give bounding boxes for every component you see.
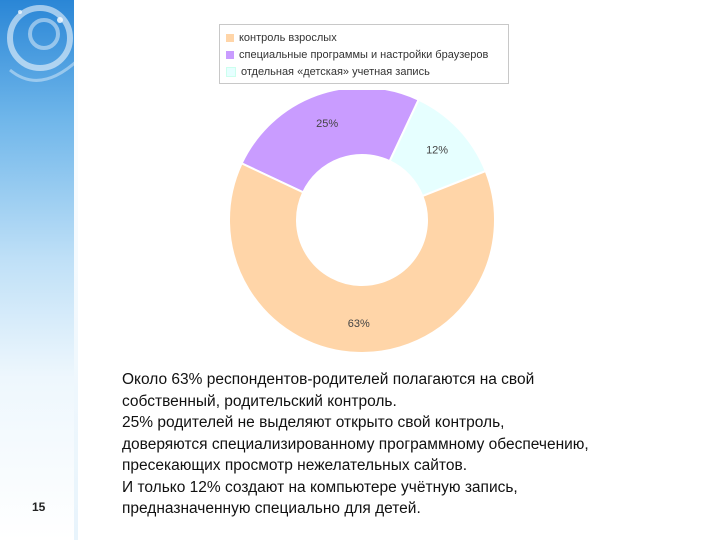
legend-swatch (226, 33, 234, 42)
legend-label: специальные программы и настройки браузе… (239, 48, 489, 61)
text-line: доверяются специализированному программн… (122, 435, 589, 453)
legend-swatch (226, 66, 236, 77)
legend-item: специальные программы и настройки браузе… (226, 46, 502, 63)
donut-slice (240, 90, 420, 194)
legend-swatch (226, 50, 234, 59)
text-line: И только 12% создают на компьютере учётн… (122, 478, 518, 496)
donut-slice (228, 162, 496, 354)
donut-chart: 25% 12% 63% (228, 90, 496, 354)
legend-label: контроль взрослых (239, 31, 337, 44)
text-line: пресекающих просмотр нежелательных сайто… (122, 457, 468, 474)
text-line: Около 63% респондентов-родителей полагаю… (122, 371, 535, 388)
legend-label: отдельная «детская» учетная запись (241, 65, 430, 78)
decorative-swirl-icon (7, 5, 78, 82)
text-line: собственный, родительский контроль. (122, 392, 397, 410)
page-number: 15 (32, 500, 46, 514)
legend-item: контроль взрослых (226, 29, 502, 46)
slice-label: 25% (316, 118, 338, 130)
slide-text: Около 63% респондентов-родителей полагаю… (122, 369, 682, 520)
sidebar-decoration (0, 0, 78, 540)
chart-legend: контроль взрослых специальные программы … (219, 24, 509, 84)
text-line: 25% родителей не выделяют открыто свой к… (122, 414, 505, 431)
legend-item: отдельная «детская» учетная запись (226, 63, 502, 80)
text-line: предназначенную специально для детей. (122, 500, 421, 517)
slice-label: 12% (426, 144, 448, 156)
slice-label: 63% (348, 318, 370, 330)
